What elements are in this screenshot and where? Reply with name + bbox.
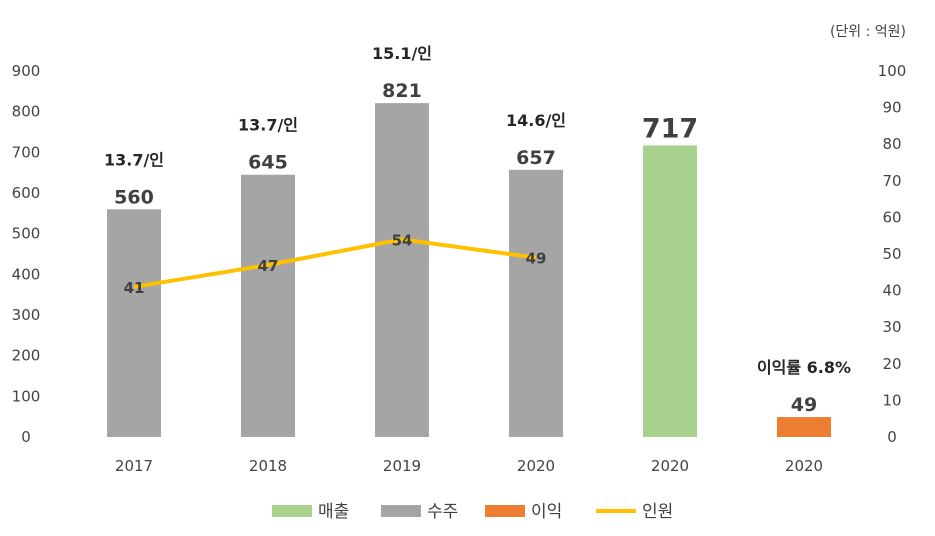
bar-value-label: 657 <box>516 147 556 169</box>
annotation-label: 이익률 6.8% <box>757 358 851 377</box>
bar <box>375 103 429 438</box>
line-path <box>133 237 537 289</box>
bar-value-label: 560 <box>114 186 154 208</box>
y2-tick-label: 90 <box>882 99 901 117</box>
y2-tick-label: 10 <box>882 391 901 409</box>
y2-tick-label: 100 <box>878 62 907 80</box>
x-tick-label: 2017 <box>115 457 153 475</box>
y2-tick-label: 50 <box>882 245 901 263</box>
annotation-label: 14.6/인 <box>506 111 566 130</box>
y-tick-label: 300 <box>12 306 41 324</box>
y-tick-label: 700 <box>12 143 41 161</box>
x-tick-label: 2020 <box>517 457 555 475</box>
unit-note: (단위 : 억원) <box>830 24 906 40</box>
x-tick-label: 2020 <box>785 457 823 475</box>
line-point-label: 41 <box>124 279 145 297</box>
annotation-label: 13.7/인 <box>238 116 298 135</box>
x-axis: 2017 2018 2019 2020 2020 2020 <box>115 457 823 475</box>
y2-tick-label: 0 <box>887 428 897 446</box>
x-tick-label: 2020 <box>651 457 689 475</box>
y-axis-left: 0 100 200 300 400 500 600 700 800 900 <box>12 62 41 446</box>
y-tick-label: 400 <box>12 265 41 283</box>
y-tick-label: 0 <box>21 428 31 446</box>
data-labels: 717 560 645 821 657 49 13.7/인 13.7/인 15.1/인 14.6/… <box>104 44 851 416</box>
y2-tick-label: 40 <box>882 282 901 300</box>
y-axis-right: 0 10 20 30 40 50 60 70 80 90 100 <box>878 62 907 446</box>
legend-label: 이익 <box>531 502 562 522</box>
annotation-label: 15.1/인 <box>372 44 432 63</box>
bar-value-label: 645 <box>248 152 288 174</box>
bar-value-label: 49 <box>791 394 817 416</box>
line-point-label: 47 <box>258 257 279 275</box>
legend: 매출 수주 이익 인원 <box>272 502 673 522</box>
bars <box>107 103 831 438</box>
y-tick-label: 600 <box>12 184 41 202</box>
legend-label: 매출 <box>318 502 349 522</box>
y2-tick-label: 20 <box>882 355 901 373</box>
line-point-label: 49 <box>526 250 547 268</box>
y-tick-label: 800 <box>12 103 41 121</box>
line-point-label: 54 <box>392 231 413 249</box>
y2-tick-label: 30 <box>882 318 901 336</box>
y2-tick-label: 70 <box>882 172 901 190</box>
y2-tick-label: 60 <box>882 208 901 226</box>
bar <box>509 169 563 437</box>
y2-tick-label: 80 <box>882 135 901 153</box>
line-series <box>133 237 537 289</box>
legend-label: 인원 <box>642 502 673 522</box>
annotation-label: 13.7/인 <box>104 150 164 169</box>
y-tick-label: 500 <box>12 225 41 243</box>
legend-swatch <box>485 505 525 517</box>
legend-swatch <box>272 505 312 517</box>
x-tick-label: 2018 <box>249 457 287 475</box>
bar <box>107 209 161 437</box>
bar <box>643 145 697 438</box>
bar <box>241 174 295 437</box>
legend-label: 수주 <box>427 502 458 522</box>
x-tick-label: 2019 <box>383 457 421 475</box>
bar-value-label: 821 <box>382 80 422 102</box>
y-tick-label: 200 <box>12 347 41 365</box>
bar <box>777 417 831 437</box>
bar-value-label: 717 <box>642 113 698 144</box>
y-tick-label: 900 <box>12 62 41 80</box>
y-tick-label: 100 <box>12 387 41 405</box>
legend-swatch <box>381 505 421 517</box>
